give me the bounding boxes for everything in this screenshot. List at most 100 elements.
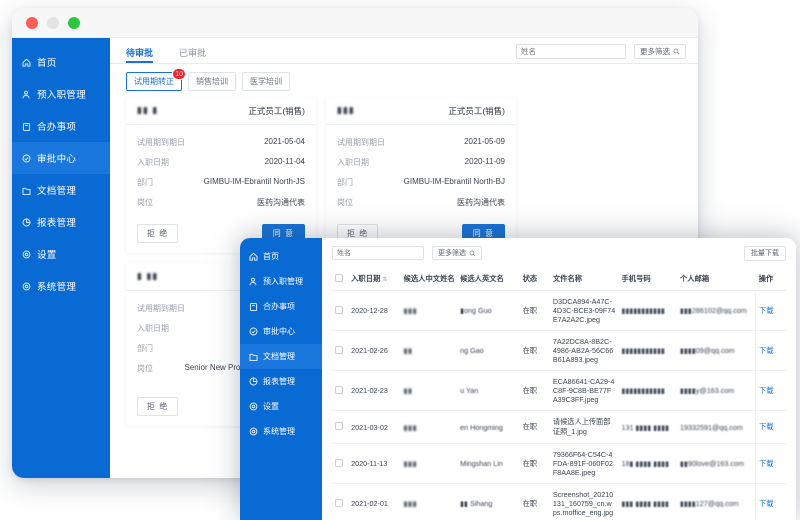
table-row[interactable]: 2021-02-26 ▮▮ ng Gao 在职 7A22DC8A-8B2C-49… — [332, 330, 786, 371]
sidebar-item-label: 系统管理 — [263, 427, 295, 436]
minimize-button[interactable] — [47, 16, 59, 29]
tabbar[interactable]: 待审批 已审批 更多筛选 — [110, 38, 698, 64]
cell-action[interactable]: 下载 — [755, 370, 786, 411]
row-checkbox[interactable] — [335, 385, 343, 394]
sidebar-item-label: 审批中心 — [37, 154, 77, 165]
sidebar-item-4[interactable]: 文档管理 — [240, 344, 322, 369]
cell-action[interactable]: 下载 — [755, 330, 786, 371]
more-filter-button-front[interactable]: 更多筛选 — [432, 246, 482, 260]
sidebar-item-0[interactable]: 首页 — [240, 244, 322, 269]
card-row-probation-end: 试用期到期日 2021-05-04 — [137, 132, 305, 152]
column-header-3[interactable]: 候选人英文名 — [457, 268, 520, 291]
row-select-cell[interactable] — [332, 290, 349, 331]
candidate-name: ▮ ▮▮ — [137, 271, 159, 281]
sort-icon[interactable]: ⇅ — [382, 277, 388, 283]
clipboard-icon — [249, 302, 258, 311]
subtab-2[interactable]: 医学培训 — [242, 72, 290, 91]
sidebar-item-3[interactable]: 审批中心 — [240, 319, 322, 344]
column-header-6[interactable]: 手机号码 — [618, 268, 677, 291]
sidebar-item-1[interactable]: 预入职管理 — [240, 269, 322, 294]
download-link[interactable]: 下载 — [759, 498, 774, 508]
close-button[interactable] — [26, 16, 38, 29]
card-row-entry-date: 入职日期 2020-11-09 — [337, 152, 505, 172]
subtabs[interactable]: 试用期转正 10 销售培训 医学培训 — [110, 64, 698, 97]
sidebar-item-3[interactable]: 审批中心 — [12, 142, 110, 174]
search-input[interactable] — [516, 44, 626, 59]
cell-phone: 18▮ ▮▮▮▮ ▮▮▮▮ — [618, 443, 677, 484]
sidebar-item-2[interactable]: 合办事项 — [12, 110, 110, 142]
cell-action[interactable]: 下载 — [755, 410, 786, 444]
home-icon — [22, 58, 31, 67]
download-link[interactable]: 下载 — [759, 422, 774, 431]
table-row[interactable]: 2020-11-13 ▮▮▮ Mingshan Lin 在职 79366F64-… — [332, 443, 786, 484]
select-all-header[interactable] — [332, 268, 349, 291]
sidebar-item-label: 预入职管理 — [263, 277, 303, 286]
select-all-checkbox[interactable] — [335, 274, 343, 282]
row-select-cell[interactable] — [332, 410, 349, 444]
row-select-cell[interactable] — [332, 483, 349, 520]
download-link[interactable]: 下载 — [759, 385, 774, 395]
sidebar-front[interactable]: 首页 预入职管理 合办事项 审批中心 文档管理 — [240, 238, 322, 520]
sidebar-item-6[interactable]: 设置 — [240, 394, 322, 419]
cell-action[interactable]: 下载 — [755, 443, 786, 484]
search-input-front[interactable] — [332, 246, 424, 260]
approval-window[interactable]: 首页 预入职管理 合办事项 审批中心 文档管理 — [12, 8, 698, 478]
subtab-0[interactable]: 试用期转正 10 — [126, 68, 186, 91]
cell-file-name: 7A22DC8A-8B2C-4986-AB2A-56C66B61A893.jpe… — [549, 330, 619, 371]
more-filter-label: 更多筛选 — [640, 47, 670, 56]
document-table-wrap[interactable]: 入职日期 ⇅ 候选人中文姓名 候选人英文名 状态 文件名称 手机号码 个人邮箱 操作 2020-… — [322, 268, 796, 520]
sidebar-item-5[interactable]: 报表管理 — [12, 206, 110, 238]
reject-button[interactable]: 拒 绝 — [137, 397, 179, 416]
sidebar-item-1[interactable]: 预入职管理 — [12, 78, 110, 110]
column-header-7[interactable]: 个人邮箱 — [676, 268, 756, 291]
sidebar-item-7[interactable]: 系统管理 — [12, 270, 110, 302]
table-row[interactable]: 2021-03-02 ▮▮▮ en Hongming 在职 请候选人上传面部证照… — [332, 410, 786, 444]
chart-icon — [249, 377, 258, 386]
cell-action[interactable]: 下载 — [755, 290, 786, 331]
row-select-cell[interactable] — [332, 370, 349, 411]
reject-button[interactable]: 拒 绝 — [137, 224, 179, 243]
row-checkbox[interactable] — [335, 422, 343, 430]
row-select-cell[interactable] — [332, 443, 349, 484]
approval-card[interactable]: ▮▮ ▮ 正式员工(销售) 试用期到期日 2021-05-04 入职日期 2020-… — [126, 97, 316, 253]
row-checkbox[interactable] — [335, 458, 343, 467]
download-link[interactable]: 下载 — [759, 345, 774, 355]
field-value: 医药沟通代表 — [457, 197, 505, 207]
column-header-5[interactable]: 文件名称 — [549, 268, 619, 291]
sidebar-item-5[interactable]: 报表管理 — [240, 369, 322, 394]
column-header-8[interactable]: 操作 — [755, 268, 786, 291]
maximize-button[interactable] — [68, 16, 80, 29]
column-header-2[interactable]: 候选人中文姓名 — [400, 268, 458, 291]
download-link[interactable]: 下载 — [759, 458, 774, 468]
cell-entry-date: 2021-02-26 — [348, 330, 401, 371]
table-row[interactable]: 2021-02-23 ▮▮ u Yan 在职 ECA86641-CA29-4C8… — [332, 370, 786, 411]
candidate-name: ▮▮▮ — [337, 105, 355, 115]
tab-approved[interactable]: 已审批 — [179, 48, 207, 58]
column-header-4[interactable]: 状态 — [519, 268, 550, 291]
sidebar-item-4[interactable]: 文档管理 — [12, 174, 110, 206]
document-main: 更多筛选 批量下载 入职日期⇅候选人中文姓名候选人英文名状态文件名称手机号码个人… — [322, 238, 796, 520]
document-window[interactable]: 首页 预入职管理 合办事项 审批中心 文档管理 — [240, 238, 796, 520]
card-row-entry-date: 入职日期 2020-11-04 — [137, 152, 305, 172]
sidebar-item-0[interactable]: 首页 — [12, 46, 110, 78]
row-select-cell[interactable] — [332, 330, 349, 371]
subtab-1[interactable]: 销售培训 — [188, 72, 236, 91]
window-titlebar[interactable] — [12, 8, 698, 38]
cell-action[interactable]: 下载 — [755, 483, 786, 520]
sidebar-item-2[interactable]: 合办事项 — [240, 294, 322, 319]
batch-download-button[interactable]: 批量下载 — [744, 245, 786, 261]
row-checkbox[interactable] — [335, 305, 343, 314]
row-checkbox[interactable] — [335, 345, 343, 354]
download-link[interactable]: 下载 — [759, 305, 774, 315]
sidebar-item-7[interactable]: 系统管理 — [240, 419, 322, 444]
tab-pending[interactable]: 待审批 — [126, 46, 154, 63]
cell-phone: ▮▮▮▮▮▮▮▮▮▮▮ — [618, 290, 677, 331]
column-header-1[interactable]: 入职日期 ⇅ — [348, 268, 401, 291]
more-filter-button[interactable]: 更多筛选 — [634, 44, 686, 59]
table-row[interactable]: 2021-02-01 ▮▮▮ ▮▮ Sihang 在职 Screenshot_2… — [332, 483, 786, 520]
table-row[interactable]: 2020-12-28 ▮▮▮ ▮ong Guo 在职 D3DCA894-A47C… — [332, 290, 786, 331]
sidebar[interactable]: 首页 预入职管理 合办事项 审批中心 文档管理 — [12, 38, 110, 478]
row-checkbox[interactable] — [335, 498, 343, 507]
approval-card[interactable]: ▮▮▮ 正式员工(销售) 试用期到期日 2021-05-09 入职日期 2020-1… — [326, 97, 516, 253]
sidebar-item-6[interactable]: 设置 — [12, 238, 110, 270]
